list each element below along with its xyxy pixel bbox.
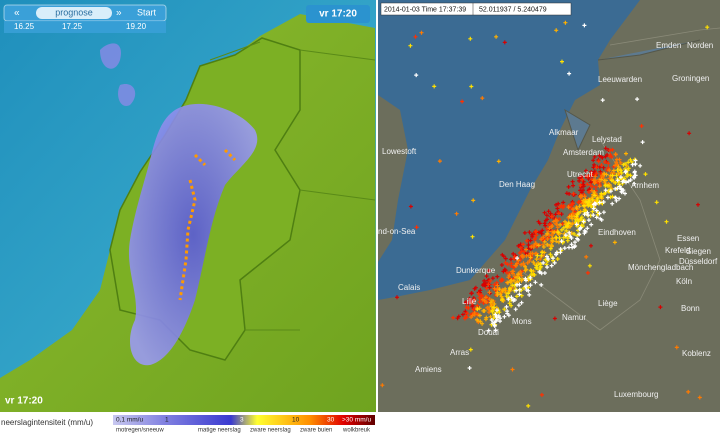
uk-land <box>378 95 408 262</box>
timeline-bar <box>4 21 166 33</box>
city-label: Amsterdam <box>563 148 604 157</box>
mode-button[interactable]: prognose <box>55 7 93 17</box>
legend-scale-label: 1 <box>165 417 169 424</box>
city-label: Leeuwarden <box>598 75 642 84</box>
city-label: Mönchengladbach <box>628 263 693 272</box>
start-button[interactable]: Start <box>137 7 157 17</box>
right-map: Norden Emden Groningen Leeuwarden Alkmaa… <box>378 0 720 412</box>
lightning <box>380 20 710 408</box>
waters <box>564 39 701 152</box>
city-label: Emden <box>656 41 681 50</box>
city-label: Köln <box>676 277 692 286</box>
city-label: nd-on-Sea <box>378 227 416 236</box>
city-label: Bonn <box>681 304 700 313</box>
city-label: Krefeld <box>665 246 690 255</box>
city-label: Dunkerque <box>456 266 496 275</box>
legend-scale-label: >30 mm/u <box>342 417 371 424</box>
city-label: Douai <box>478 328 499 337</box>
heavy-rain <box>178 148 237 301</box>
rain-cells <box>100 43 136 106</box>
next-button[interactable]: » <box>116 8 122 19</box>
left-map: « prognose » Start 16.25 17.25 19.20 vr … <box>0 0 376 412</box>
legend-scale-label: 0,1 mm/u <box>116 417 143 424</box>
legend-scale-label: 3 <box>240 417 244 424</box>
city-label: Lelystad <box>592 135 622 144</box>
legend-class: matige neerslag <box>198 428 241 434</box>
lightning-strikes <box>414 23 645 370</box>
city-label: Alkmaar <box>549 128 579 137</box>
timeline-label: 19.20 <box>126 22 147 31</box>
city-label: Namur <box>562 313 586 322</box>
timeline-label: 16.25 <box>14 22 35 31</box>
borders <box>209 41 376 331</box>
legend-class: motregen/sneeuw <box>116 428 164 434</box>
legend-class: zware buien <box>300 428 332 434</box>
city-label: Calais <box>398 283 420 292</box>
city-label: Den Haag <box>499 180 535 189</box>
legend-scale-label: 30 <box>327 417 335 424</box>
mode-pill <box>36 7 112 19</box>
city-label: Utrecht <box>567 170 594 179</box>
info-coords: 52.011937 / 5.240479 <box>479 6 547 13</box>
legend-title: neerslagintensiteit (mm/u) <box>1 418 93 427</box>
land <box>378 0 720 412</box>
city-label: Arras <box>450 348 469 357</box>
rain-area <box>128 103 258 366</box>
legend-scale-label: 10 <box>292 417 300 424</box>
city-label: Arnhem <box>631 181 659 190</box>
city-label: Groningen <box>672 74 709 83</box>
city-label: Lille <box>462 297 477 306</box>
legend-class: zware neerslag <box>250 428 291 434</box>
city-label: Lowestoft <box>382 147 417 156</box>
info-box <box>380 2 572 16</box>
timeline-label: 17.25 <box>62 22 83 31</box>
time-badge-text: vr 17:20 <box>319 9 357 20</box>
city-label: Norden <box>687 41 713 50</box>
legend-scale <box>113 415 375 425</box>
city-label: Mons <box>512 317 532 326</box>
legend: neerslagintensiteit (mm/u) 0,1 mm/u 1 3 … <box>0 412 376 434</box>
city-label: Amiens <box>415 365 442 374</box>
prev-button[interactable]: « <box>14 8 20 19</box>
city-label: Luxembourg <box>614 390 658 399</box>
city-label: Siegen <box>686 247 711 256</box>
divider <box>376 0 378 434</box>
city-label: Essen <box>677 234 699 243</box>
time-corner: vr 17:20 <box>5 396 43 407</box>
city-label: Eindhoven <box>598 228 636 237</box>
info-time: 2014-01-03 Time 17:37:39 <box>384 6 466 13</box>
city-label: Düsseldorf <box>679 257 718 266</box>
lightning-strikes <box>395 40 700 321</box>
legend-class: wolkbreuk <box>342 428 371 434</box>
time-badge <box>306 5 370 23</box>
city-label: Koblenz <box>682 349 711 358</box>
city-label: Liège <box>598 299 618 308</box>
